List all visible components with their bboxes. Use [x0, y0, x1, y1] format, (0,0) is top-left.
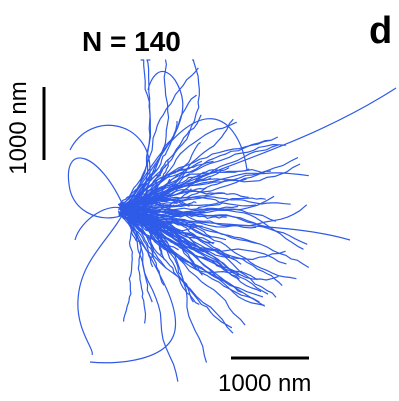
- trajectory-98: [129, 94, 197, 207]
- trajectory-125: [129, 210, 203, 276]
- trajectory-101: [125, 205, 277, 222]
- trajectory-123: [130, 204, 269, 295]
- trajectory-132: [67, 124, 151, 219]
- trajectory-58: [131, 204, 308, 228]
- trajectory-109: [117, 210, 234, 334]
- trajectory-131: [121, 208, 227, 219]
- trajectory-73: [128, 189, 249, 217]
- trajectory-121: [122, 210, 246, 326]
- trajectory-120: [124, 210, 242, 265]
- trajectory-130: [129, 211, 206, 218]
- trajectory-23: [122, 59, 152, 205]
- trajectory-100: [122, 139, 272, 213]
- panel-letter: d: [369, 10, 393, 52]
- trajectory-92: [130, 197, 266, 210]
- trajectory-count-label: N = 140: [82, 26, 181, 57]
- trajectory-group: [67, 59, 397, 382]
- trajectory-97: [128, 59, 200, 209]
- trajectory-138: [74, 206, 126, 241]
- trajectory-21: [126, 163, 301, 204]
- trajectory-136: [89, 209, 177, 364]
- trajectory-57: [128, 143, 286, 205]
- trajectory-124: [123, 214, 133, 322]
- horizontal-scale-label: 1000 nm: [218, 370, 312, 397]
- trajectory-24: [129, 205, 297, 280]
- trajectory-119: [121, 169, 187, 211]
- trajectory-133: [124, 71, 184, 211]
- trajectory-137: [124, 118, 248, 211]
- trajectory-139: [124, 209, 351, 241]
- trajectory-135: [77, 209, 126, 356]
- trajectory-134: [124, 87, 397, 211]
- trajectory-27: [127, 207, 304, 250]
- trajectory-122: [121, 67, 199, 206]
